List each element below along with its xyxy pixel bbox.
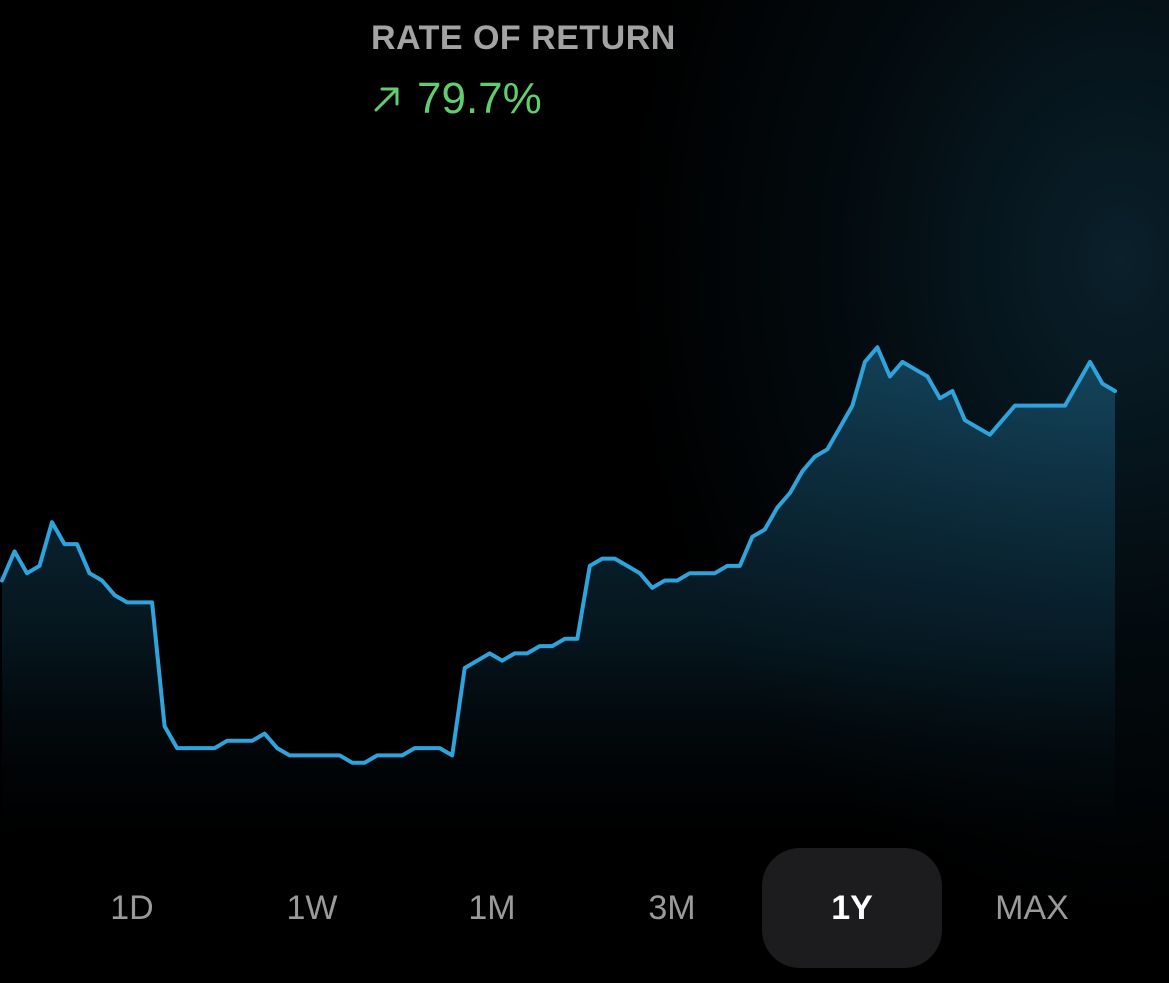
range-button-1y[interactable]: 1Y [762, 848, 942, 968]
range-button-1w[interactable]: 1W [286, 888, 338, 927]
metric-row: 79.7% [371, 74, 676, 124]
arrow-up-right-icon [374, 87, 399, 112]
range-button-3m[interactable]: 3M [648, 888, 696, 927]
chart-series-line [0, 345, 1117, 765]
range-button-1m[interactable]: 1M [468, 888, 516, 927]
metric-header: RATE OF RETURN 79.7% [371, 18, 676, 124]
range-button-1d[interactable]: 1D [110, 888, 154, 927]
chart-area-fill [2, 347, 1115, 840]
time-range-selector: 1D 1W 1M 3M 1Y MAX [42, 848, 1126, 968]
range-button-max[interactable]: MAX [995, 888, 1069, 927]
metric-value: 79.7% [417, 74, 542, 123]
metric-label: RATE OF RETURN [371, 19, 676, 57]
